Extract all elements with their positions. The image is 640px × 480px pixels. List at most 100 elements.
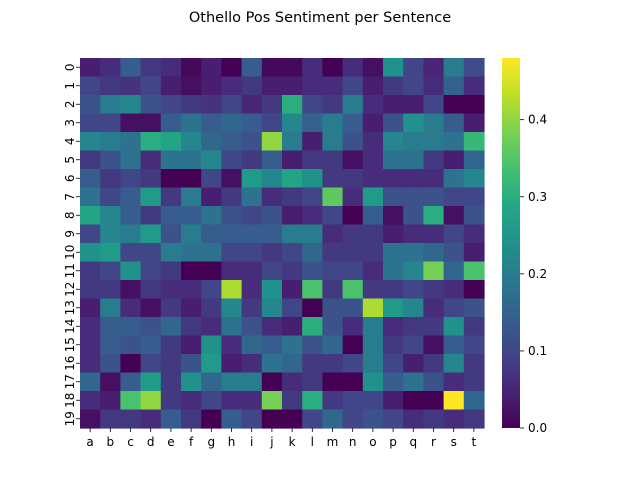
heatmap-cell	[322, 354, 344, 374]
heatmap-cell	[80, 76, 101, 96]
heatmap-cell	[221, 95, 243, 115]
heatmap-cell	[241, 95, 263, 115]
heatmap-cell	[80, 409, 101, 429]
heatmap-cell	[201, 206, 222, 226]
heatmap-cell	[383, 206, 404, 226]
heatmap-cell	[241, 224, 263, 244]
heatmap-cell	[463, 76, 485, 96]
heatmap-cell	[221, 335, 243, 355]
heatmap-cell	[160, 409, 182, 429]
heatmap-cell	[463, 243, 485, 263]
heatmap-cell	[443, 95, 465, 115]
x-tick-label: d	[147, 435, 155, 449]
heatmap-cell	[463, 372, 485, 392]
heatmap-cell	[443, 261, 465, 281]
heatmap-cell	[241, 409, 263, 429]
heatmap-cell	[261, 372, 283, 392]
heatmap-cell	[100, 243, 121, 263]
heatmap-cell	[221, 113, 243, 133]
heatmap-cell	[362, 169, 384, 189]
heatmap-cell	[181, 206, 202, 226]
heatmap-cell	[160, 391, 182, 411]
heatmap-cell	[80, 391, 101, 411]
heatmap-cell	[140, 243, 162, 263]
heatmap-cell	[201, 76, 222, 96]
heatmap-cell	[100, 187, 121, 207]
heatmap-cell	[100, 224, 121, 244]
heatmap-cell	[160, 354, 182, 374]
heatmap-cell	[160, 261, 182, 281]
heatmap-cell	[362, 150, 384, 170]
heatmap-cell	[322, 224, 344, 244]
heatmap-cell	[443, 335, 465, 355]
y-tick-label: 0	[63, 63, 77, 71]
heatmap-cell	[221, 206, 243, 226]
heatmap-cell	[463, 224, 485, 244]
heatmap-cell	[80, 354, 101, 374]
heatmap-cell	[80, 132, 101, 152]
heatmap-cell	[140, 187, 162, 207]
heatmap-cell	[463, 113, 485, 133]
heatmap-cell	[443, 409, 465, 429]
heatmap-cell	[181, 354, 202, 374]
heatmap-cell	[201, 409, 222, 429]
heatmap-cell	[443, 187, 465, 207]
heatmap-cell	[120, 150, 142, 170]
heatmap-cell	[423, 261, 445, 281]
heatmap-cell	[160, 113, 182, 133]
heatmap-cell	[120, 95, 142, 115]
heatmap-cell	[181, 391, 202, 411]
heatmap-cell	[221, 280, 243, 300]
heatmap-cell	[160, 95, 182, 115]
heatmap-cell	[100, 76, 121, 96]
heatmap-cell	[201, 113, 222, 133]
heatmap-cell	[423, 224, 445, 244]
heatmap-cell	[201, 280, 222, 300]
heatmap-cell	[181, 224, 202, 244]
heatmap-cell	[120, 354, 142, 374]
heatmap-cell	[100, 391, 121, 411]
heatmap-cell	[241, 58, 263, 78]
heatmap-cell	[302, 372, 323, 392]
heatmap-cell	[362, 335, 384, 355]
heatmap-cell	[383, 224, 404, 244]
heatmap-cell	[443, 280, 465, 300]
heatmap-cell	[463, 58, 485, 78]
heatmap-cell	[342, 391, 364, 411]
heatmap-cell	[181, 317, 202, 337]
heatmap-cell	[282, 169, 303, 189]
heatmap-cell	[261, 206, 283, 226]
heatmap-cell	[362, 58, 384, 78]
heatmap-cell	[342, 187, 364, 207]
heatmap-cell	[140, 76, 162, 96]
heatmap-cell	[302, 95, 323, 115]
y-tick-label: 1	[63, 82, 77, 90]
heatmap-cell	[241, 317, 263, 337]
colorbar-tick-label: 0.2	[528, 267, 547, 281]
heatmap-cell	[282, 243, 303, 263]
y-tick-label: 5	[63, 156, 77, 164]
heatmap-cell	[383, 132, 404, 152]
heatmap-cell	[383, 76, 404, 96]
heatmap-cell	[120, 206, 142, 226]
heatmap-cell	[282, 354, 303, 374]
x-tick-label: o	[369, 435, 376, 449]
colorbar	[502, 58, 520, 428]
heatmap-cell	[100, 95, 121, 115]
heatmap-cell	[403, 261, 424, 281]
heatmap-cell	[362, 261, 384, 281]
heatmap-cell	[241, 206, 263, 226]
y-tick-label: 13	[63, 300, 77, 315]
y-tick-label: 10	[63, 245, 77, 260]
heatmap-cell	[100, 317, 121, 337]
heatmap-cell	[322, 206, 344, 226]
heatmap-cell	[261, 354, 283, 374]
heatmap-cell	[443, 169, 465, 189]
heatmap-cell	[463, 261, 485, 281]
heatmap-cell	[463, 298, 485, 318]
heatmap-cell	[282, 280, 303, 300]
heatmap-cell	[80, 280, 101, 300]
heatmap-cell	[383, 317, 404, 337]
heatmap-cell	[342, 113, 364, 133]
heatmap-cell	[160, 169, 182, 189]
